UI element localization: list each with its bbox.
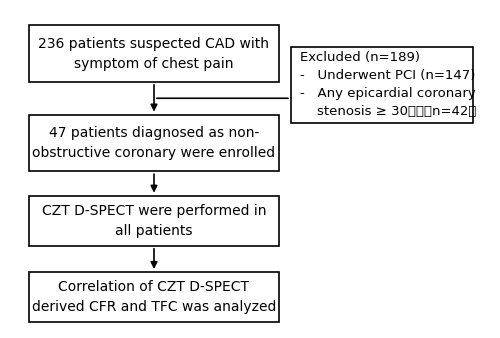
Text: Excluded (n=189)
-   Underwent PCI (n=147)
-   Any epicardial coronary
    steno: Excluded (n=189) - Underwent PCI (n=147)…	[300, 51, 477, 118]
Text: Correlation of CZT D-SPECT
derived CFR and TFC was analyzed: Correlation of CZT D-SPECT derived CFR a…	[32, 281, 276, 314]
FancyBboxPatch shape	[29, 272, 279, 322]
Text: 236 patients suspected CAD with
symptom of chest pain: 236 patients suspected CAD with symptom …	[38, 37, 270, 71]
Text: CZT D-SPECT were performed in
all patients: CZT D-SPECT were performed in all patien…	[42, 204, 266, 238]
FancyBboxPatch shape	[29, 196, 279, 246]
FancyBboxPatch shape	[29, 25, 279, 82]
Text: 47 patients diagnosed as non-
obstructive coronary were enrolled: 47 patients diagnosed as non- obstructiv…	[32, 126, 276, 160]
FancyBboxPatch shape	[29, 115, 279, 171]
FancyBboxPatch shape	[291, 47, 473, 123]
